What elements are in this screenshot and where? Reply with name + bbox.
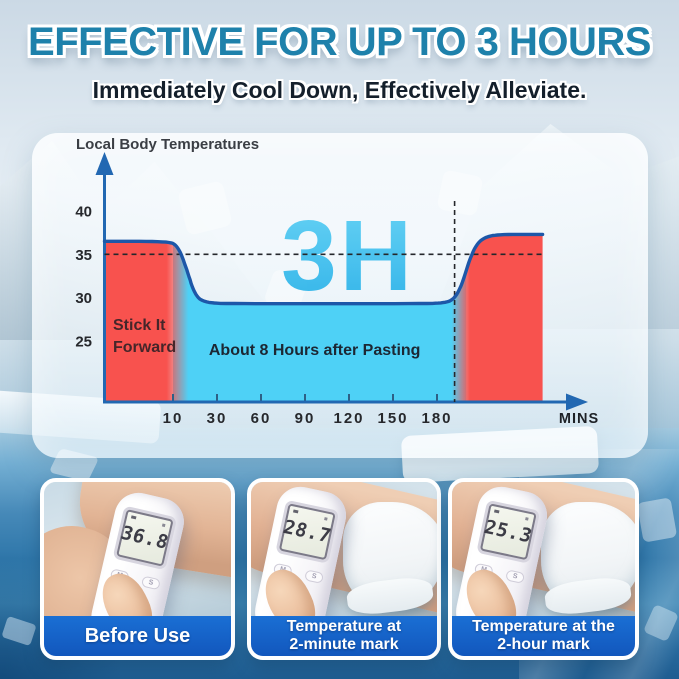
page-title: EFFECTIVE FOR UP TO 3 HOURS [28,20,651,64]
photo-card-before-use: 36.8 M S Before Use [40,478,235,660]
x-tick-label: 60 [251,410,272,427]
y-tick-label: 40 [75,204,92,221]
temperature-reading: 25.3 [481,516,535,548]
header: EFFECTIVE FOR UP TO 3 HOURS Immediately … [0,20,679,104]
photo-2-hour: 25.3 M S [452,482,635,616]
chart-title: Local Body Temperatures [76,136,259,153]
temperature-chart: 3H 10 30 60 90 120 150 180 MINS 25 30 35 40 Local Bod… [75,136,599,427]
ice-cube-decoration [437,170,483,216]
scan-button: S [304,569,325,584]
thermometer-lcd: 25.3 [479,503,537,561]
duration-label: 3H [281,200,415,312]
caption-banner: Temperature at 2-minute mark [251,616,437,656]
x-tick-label: 30 [207,410,228,427]
photo-before-use: 36.8 M S [44,482,231,616]
thermometer-lcd: 28.7 [278,503,336,561]
caption-line: Temperature at the [472,618,615,636]
ice-cube-decoration [265,270,307,312]
thermometer-lcd: 36.8 [116,509,174,567]
caption-banner: Temperature at the 2-hour mark [452,616,635,656]
zone-label-stick-it-forward: Forward [113,339,176,356]
photo-2-minute: 28.7 M S [251,482,437,616]
x-axis-arrow [566,393,588,411]
temperature-reading: 36.8 [118,522,172,554]
caption-line: 2-hour mark [497,636,590,653]
caption-line: Temperature at [286,618,402,636]
scan-button: S [140,575,161,591]
x-tick-label: 90 [295,410,316,427]
x-tick-label: 120 [333,410,364,427]
x-tick-label: 180 [421,410,452,427]
photo-card-2-hour: 25.3 M S Temperature at the 2-hour mark [448,478,639,660]
zone-after-effect [451,234,543,402]
x-tick-label: 150 [377,410,408,427]
temperature-curve [102,232,545,306]
ice-cube-decoration [178,181,232,235]
zone-cooling [173,243,467,402]
zone-before-pasting [104,241,189,402]
zone-label-about-8-hours: About 8 Hours after Pasting [209,342,421,359]
scan-button: S [505,569,526,584]
caption-line: Before Use [84,624,191,647]
x-axis-unit-label: MINS [559,411,599,427]
temperature-chart-panel: 3H 10 30 60 90 120 150 180 MINS 25 30 35 40 Local Bod… [32,133,648,458]
x-tick-label: 10 [163,410,184,427]
y-tick-label: 25 [75,334,92,351]
y-axis-arrow [95,152,114,175]
thermometer-screen: 25.3 [476,499,541,564]
page-subtitle: Immediately Cool Down, Effectively Allev… [92,77,587,103]
caption-line: 2-minute mark [289,636,399,653]
background-ice-shard [636,497,678,543]
y-tick-label: 30 [75,290,92,307]
zone-label-stick-it-forward: Stick It [113,317,166,334]
temperature-reading: 28.7 [280,516,334,548]
thermometer-screen: 28.7 [275,499,340,564]
photo-card-2-minute: 28.7 M S Temperature at 2-minute mark [247,478,441,660]
thermometer-screen: 36.8 [112,505,178,571]
y-tick-label: 35 [75,247,92,264]
caption-banner: Before Use [44,616,231,656]
